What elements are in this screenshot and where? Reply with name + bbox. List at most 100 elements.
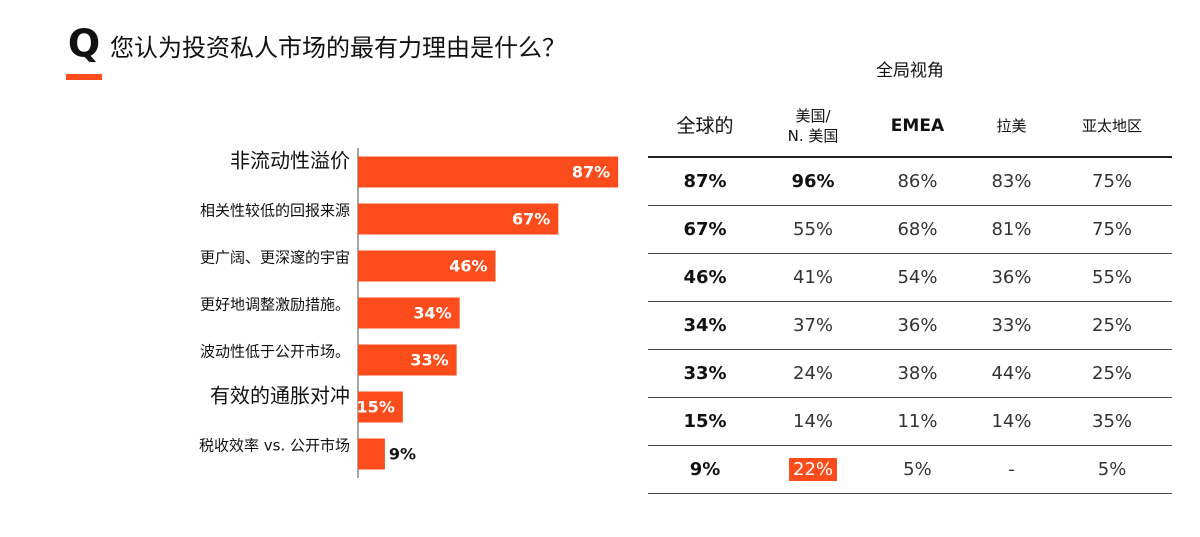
table-row: 33% 24% 38% 44% 25% — [648, 349, 1172, 398]
cell-text: 34% — [683, 315, 727, 336]
cell-text: 9% — [689, 459, 721, 480]
table-cell: 41% — [762, 253, 865, 302]
category-label: 非流动性溢价 — [230, 149, 350, 173]
cell-text: 24% — [793, 363, 834, 384]
cell-text: 5% — [903, 459, 932, 480]
cell-text: 33% — [991, 315, 1032, 336]
bar — [358, 250, 496, 282]
cell-text: 36% — [991, 267, 1032, 288]
table-cell: 54% — [864, 253, 971, 302]
table-cell: 55% — [762, 205, 865, 254]
value-label: 15% — [357, 398, 395, 417]
value-label: 34% — [413, 304, 451, 323]
table-cell: 68% — [864, 205, 971, 254]
table-cell: 24% — [762, 349, 865, 398]
table-row: 15% 14% 11% 14% 35% — [648, 397, 1172, 446]
logo: Q — [66, 24, 102, 80]
cell-text: 83% — [991, 171, 1032, 192]
cell-text: 41% — [793, 267, 834, 288]
logo-underline — [66, 74, 102, 80]
value-label: 67% — [512, 210, 550, 229]
table-row: 9% 22% 5% - 5% — [648, 445, 1172, 494]
bar — [358, 156, 619, 188]
cell-text: 25% — [1092, 315, 1133, 336]
column-header: EMEA — [864, 96, 971, 158]
chart: 非流动性溢价 87% 相关性较低的回报来源 67% 更广阔、更深邃的宇宙 46% 更好地调整… — [199, 148, 619, 478]
table-cell: 5% — [864, 445, 971, 494]
column-header: 拉美 — [970, 96, 1053, 158]
value-label: 9% — [389, 445, 416, 464]
table-cell: 67% — [648, 205, 763, 254]
cell-text: 68% — [897, 219, 938, 240]
bar — [358, 391, 403, 423]
column-header: 全球的 — [648, 96, 763, 158]
cell-text: 38% — [897, 363, 938, 384]
category-label: 更好地调整激励措施。 — [200, 296, 350, 314]
table-cell: 15% — [648, 397, 763, 446]
cell-text: 81% — [991, 219, 1032, 240]
cell-text: 44% — [991, 363, 1032, 384]
table-row: 87% 96% 86% 83% 75% — [648, 157, 1172, 206]
cell-text: 75% — [1092, 171, 1133, 192]
table-body: 87% 96% 86% 83% 75% 67% 55% 68% 81% 75% 46% 41% 54% 3… — [648, 157, 1172, 494]
category-label: 相关性较低的回报来源 — [200, 202, 350, 220]
table-cell: 33% — [648, 349, 763, 398]
cell-text: 35% — [1092, 411, 1133, 432]
cell-text: 14% — [991, 411, 1032, 432]
category-label: 更广阔、更深邃的宇宙 — [200, 249, 350, 267]
table-cell: 86% — [864, 157, 971, 206]
cell-text: 46% — [683, 267, 727, 288]
cell-text: 87% — [683, 171, 727, 192]
title: 您认为投资私人市场的最有力理由是什么？ — [110, 34, 566, 62]
bar — [358, 203, 559, 235]
table-cell: 11% — [864, 397, 971, 446]
table-cell: 38% — [864, 349, 971, 398]
table-cell: 9% — [648, 445, 763, 494]
category-label: 有效的通胀对冲 — [210, 384, 350, 408]
cell-text: 55% — [793, 219, 834, 240]
cell-text: 5% — [1097, 459, 1127, 480]
table-title: 全局视角 — [876, 61, 944, 81]
bar — [358, 344, 457, 376]
cell-text: 11% — [897, 411, 938, 432]
cell-text: 33% — [683, 363, 727, 384]
cell-text: 86% — [897, 171, 938, 192]
category-label: 波动性低于公开市场。 — [200, 343, 350, 361]
cell-text: 25% — [1092, 363, 1133, 384]
cell-text: 55% — [1092, 267, 1133, 288]
table-cell: 35% — [1052, 397, 1172, 446]
column-header: 亚太地区 — [1052, 96, 1172, 158]
table-cell: 33% — [970, 301, 1053, 350]
cell-text: 37% — [793, 315, 834, 336]
value-label: 33% — [410, 351, 448, 370]
table-cell: 55% — [1052, 253, 1172, 302]
cell-text: 96% — [791, 171, 835, 192]
table-cell: 14% — [762, 397, 865, 446]
cell-text: - — [1008, 459, 1015, 480]
cell-text: 67% — [683, 219, 727, 240]
logo-letter: Q — [68, 24, 100, 66]
table-cell: 14% — [970, 397, 1053, 446]
table-cell: 46% — [648, 253, 763, 302]
table-cell: 36% — [970, 253, 1053, 302]
table-cell: 34% — [648, 301, 763, 350]
table-header: 全球的 美国/ N. 美国 EMEA 拉美 亚太地区 — [648, 96, 1172, 158]
table: 全球的 美国/ N. 美国 EMEA 拉美 亚太地区 87% 96% 86% 83% 75% 67%… — [648, 96, 1172, 494]
cell-text: 22% — [789, 458, 838, 481]
cell-text: 36% — [897, 315, 938, 336]
table-cell: 36% — [864, 301, 971, 350]
table-cell: 25% — [1052, 349, 1172, 398]
table-cell: 44% — [970, 349, 1053, 398]
table-cell: - — [970, 445, 1053, 494]
cell-text: 15% — [683, 411, 727, 432]
cell-text: 75% — [1092, 219, 1133, 240]
value-label: 87% — [572, 163, 610, 182]
table-cell: 83% — [970, 157, 1053, 206]
table-cell: 87% — [648, 157, 763, 206]
table-cell: 25% — [1052, 301, 1172, 350]
bar — [358, 297, 460, 329]
category-label: 税收效率 vs. 公开市场 — [199, 437, 350, 455]
table-cell: 5% — [1052, 445, 1172, 494]
cell-text: 54% — [897, 267, 938, 288]
